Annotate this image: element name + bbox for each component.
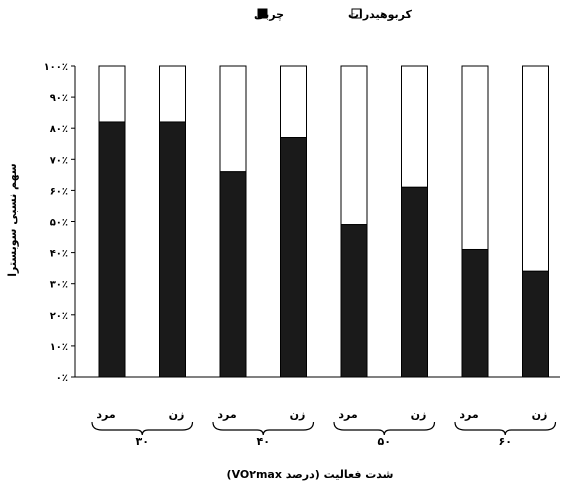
- group-brace: [333, 421, 436, 436]
- bar-segment-fat: [340, 224, 368, 378]
- bar-segment-fat: [401, 186, 428, 378]
- x-axis-title: شدت فعالیت (درصد VO۲max): [227, 468, 394, 481]
- y-tick-label: ۱۰٪: [50, 342, 68, 353]
- bar-segment-carb: [401, 65, 428, 188]
- bar-segment-carb: [522, 65, 549, 272]
- bar-category-label: مرد: [338, 408, 357, 421]
- y-tick-label: ۴۰٪: [50, 249, 68, 260]
- bar-category-label: زن: [532, 408, 548, 421]
- y-tick-label: ۹۰٪: [50, 93, 68, 104]
- group-brace: [454, 421, 557, 436]
- bar-category-label: زن: [169, 408, 185, 421]
- y-tick-label: ۶۰٪: [50, 186, 68, 197]
- y-axis-ticks: ۰٪ ۱۰٪ ۲۰٪ ۳۰٪ ۴۰٪ ۵۰٪ ۶۰٪ ۷۰٪ ۸۰٪ ۹۰٪ ۱۰۰٪: [44, 62, 75, 384]
- bars: [98, 65, 549, 378]
- legend-label-fat: چربی: [254, 8, 284, 21]
- x-axis-labels: مرد زن ۳۰ مرد زن ۴۰ مرد زن ۵۰ مرد زن ۶۰: [91, 408, 557, 448]
- legend: کربوهیدرات چربی: [254, 8, 412, 21]
- y-tick-label: ۷۰٪: [50, 155, 68, 166]
- y-tick-label: ۵۰٪: [50, 218, 68, 229]
- bar-segment-fat: [522, 270, 549, 378]
- bar-segment-fat: [159, 121, 186, 378]
- y-tick-label: ۰٪: [56, 373, 68, 384]
- bar-segment-carb: [280, 65, 307, 139]
- bar-segment-fat: [219, 171, 247, 378]
- group-brace: [91, 421, 194, 436]
- bar-segment-fat: [98, 121, 126, 378]
- bar-category-label: مرد: [217, 408, 236, 421]
- bar-segment-carb: [340, 65, 368, 226]
- legend-swatch-carb: [351, 8, 362, 19]
- group-label: ۵۰: [378, 435, 391, 448]
- y-tick-label: ۳۰٪: [50, 280, 68, 291]
- bar-category-label: مرد: [96, 408, 115, 421]
- group-label: ۳۰: [136, 435, 149, 448]
- bar-category-label: زن: [290, 408, 306, 421]
- bar-category-label: زن: [411, 408, 427, 421]
- bar-segment-carb: [159, 65, 186, 123]
- bar-segment-carb: [219, 65, 247, 173]
- bar-segment-fat: [461, 248, 489, 378]
- bar-category-label: مرد: [459, 408, 478, 421]
- y-tick-label: ۸۰٪: [50, 124, 68, 135]
- bar-segment-carb: [461, 65, 489, 250]
- legend-swatch-fat: [257, 8, 268, 19]
- group-label: ۶۰: [499, 435, 512, 448]
- bar-segment-carb: [98, 65, 126, 123]
- y-tick-label: ۲۰٪: [50, 311, 68, 322]
- group-label: ۴۰: [257, 435, 270, 448]
- y-axis-title: سهم نسبی سوبسترا: [6, 163, 19, 276]
- bar-segment-fat: [280, 137, 307, 378]
- legend-label-carb: کربوهیدرات: [348, 8, 412, 21]
- y-tick-label: ۱۰۰٪: [44, 62, 68, 73]
- group-brace: [212, 421, 315, 436]
